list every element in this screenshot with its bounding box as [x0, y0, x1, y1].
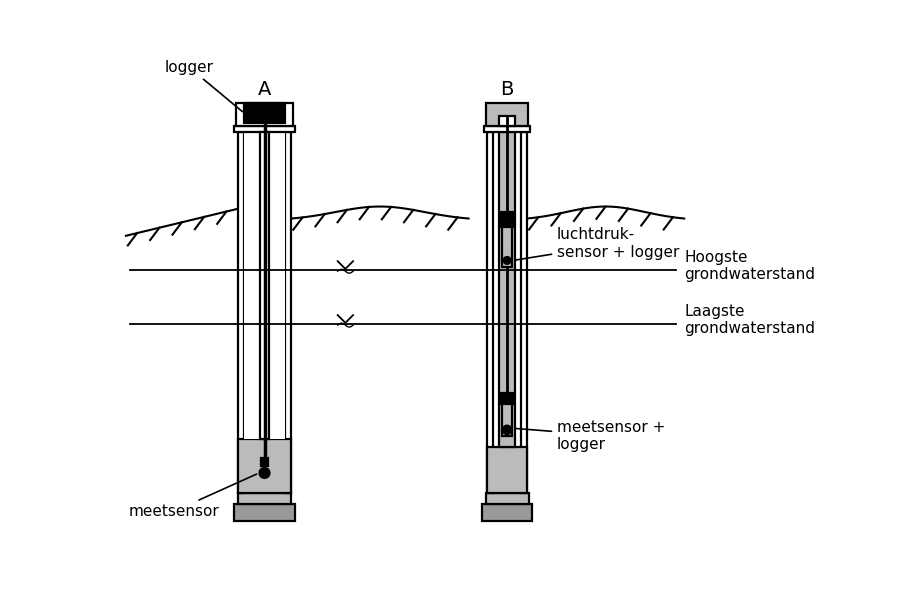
- Text: meetsensor +
logger: meetsensor + logger: [516, 420, 666, 452]
- Bar: [238, 132, 245, 493]
- Circle shape: [503, 257, 511, 265]
- Text: Hoogste
grondwaterstand: Hoogste grondwaterstand: [684, 250, 815, 282]
- Bar: [245, 103, 284, 123]
- Text: meetsensor: meetsensor: [128, 474, 257, 519]
- Bar: [238, 493, 292, 503]
- Bar: [484, 126, 530, 132]
- Bar: [501, 213, 512, 266]
- Bar: [236, 103, 293, 126]
- Text: A: A: [257, 80, 271, 99]
- Text: luchtdruk-
sensor + logger: luchtdruk- sensor + logger: [516, 227, 680, 260]
- Text: Laagste
grondwaterstand: Laagste grondwaterstand: [684, 304, 815, 336]
- Bar: [261, 458, 268, 466]
- Bar: [245, 132, 284, 439]
- Bar: [500, 115, 515, 126]
- Bar: [234, 503, 294, 521]
- Bar: [238, 439, 292, 493]
- Bar: [486, 103, 527, 126]
- Circle shape: [502, 425, 511, 434]
- Bar: [284, 132, 292, 493]
- Bar: [487, 447, 527, 493]
- Text: B: B: [501, 80, 514, 99]
- Circle shape: [259, 467, 270, 478]
- Bar: [501, 393, 512, 436]
- Bar: [500, 132, 515, 447]
- Text: logger: logger: [164, 60, 242, 112]
- Bar: [501, 212, 513, 227]
- Bar: [483, 503, 532, 521]
- Bar: [485, 493, 528, 503]
- Bar: [260, 132, 269, 439]
- Bar: [501, 393, 513, 404]
- Bar: [521, 132, 527, 493]
- Bar: [234, 126, 295, 132]
- Bar: [487, 132, 493, 493]
